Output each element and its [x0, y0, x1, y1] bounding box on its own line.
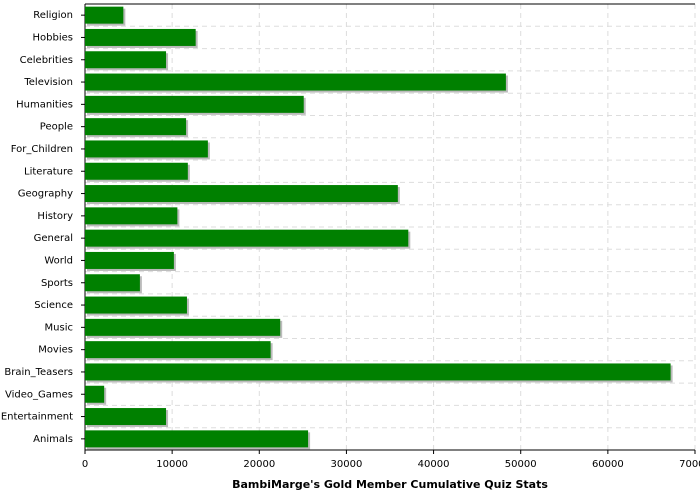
- bar: [85, 296, 187, 314]
- y-tick-label: For_Children: [11, 144, 73, 155]
- bar: [85, 251, 174, 269]
- x-tick-label: 40000: [418, 459, 450, 470]
- y-tick-label: Science: [34, 300, 73, 311]
- x-tick-label: 0: [82, 459, 88, 470]
- bar: [85, 430, 309, 448]
- y-tick-label: Television: [23, 77, 73, 88]
- bar: [85, 229, 409, 247]
- y-tick-label: Movies: [38, 345, 73, 356]
- y-tick-label: People: [40, 122, 73, 133]
- x-tick-label: 70000: [679, 459, 700, 470]
- y-tick-label: History: [37, 211, 73, 222]
- y-tick-label: Brain_Teasers: [4, 367, 73, 378]
- y-tick-label: Geography: [18, 189, 73, 200]
- x-tick-label: 60000: [592, 459, 624, 470]
- y-tick-label: General: [34, 233, 73, 244]
- y-tick-label: Video_Games: [5, 389, 73, 400]
- y-tick-label: Literature: [24, 166, 73, 177]
- bar: [85, 274, 140, 292]
- bar: [85, 341, 271, 359]
- y-tick-label: Music: [45, 322, 73, 333]
- y-tick-label: Animals: [33, 434, 73, 445]
- bar: [85, 73, 506, 91]
- bar: [85, 28, 196, 46]
- y-tick-label: World: [44, 255, 73, 266]
- bar: [85, 6, 124, 24]
- y-tick-label: Religion: [33, 10, 73, 21]
- y-tick-label: Entertainment: [1, 412, 73, 423]
- y-tick-label: Celebrities: [20, 55, 73, 66]
- y-tick-label: Hobbies: [33, 32, 73, 43]
- bar: [85, 318, 281, 336]
- x-tick-label: 50000: [505, 459, 537, 470]
- x-tick-label: 30000: [331, 459, 363, 470]
- bar: [85, 363, 671, 381]
- bar: [85, 385, 105, 403]
- x-axis-label: BambiMarge's Gold Member Cumulative Quiz…: [232, 478, 548, 491]
- bar: [85, 140, 208, 158]
- x-tick-label: 10000: [156, 459, 188, 470]
- x-tick-label: 20000: [243, 459, 275, 470]
- bar: [85, 185, 398, 203]
- y-tick-label: Sports: [41, 278, 73, 289]
- bar: [85, 95, 304, 113]
- bar: [85, 207, 178, 225]
- y-tick-label: Humanities: [16, 99, 73, 110]
- bar: [85, 162, 188, 180]
- bar: [85, 408, 167, 426]
- bar: [85, 51, 167, 69]
- bar: [85, 118, 187, 136]
